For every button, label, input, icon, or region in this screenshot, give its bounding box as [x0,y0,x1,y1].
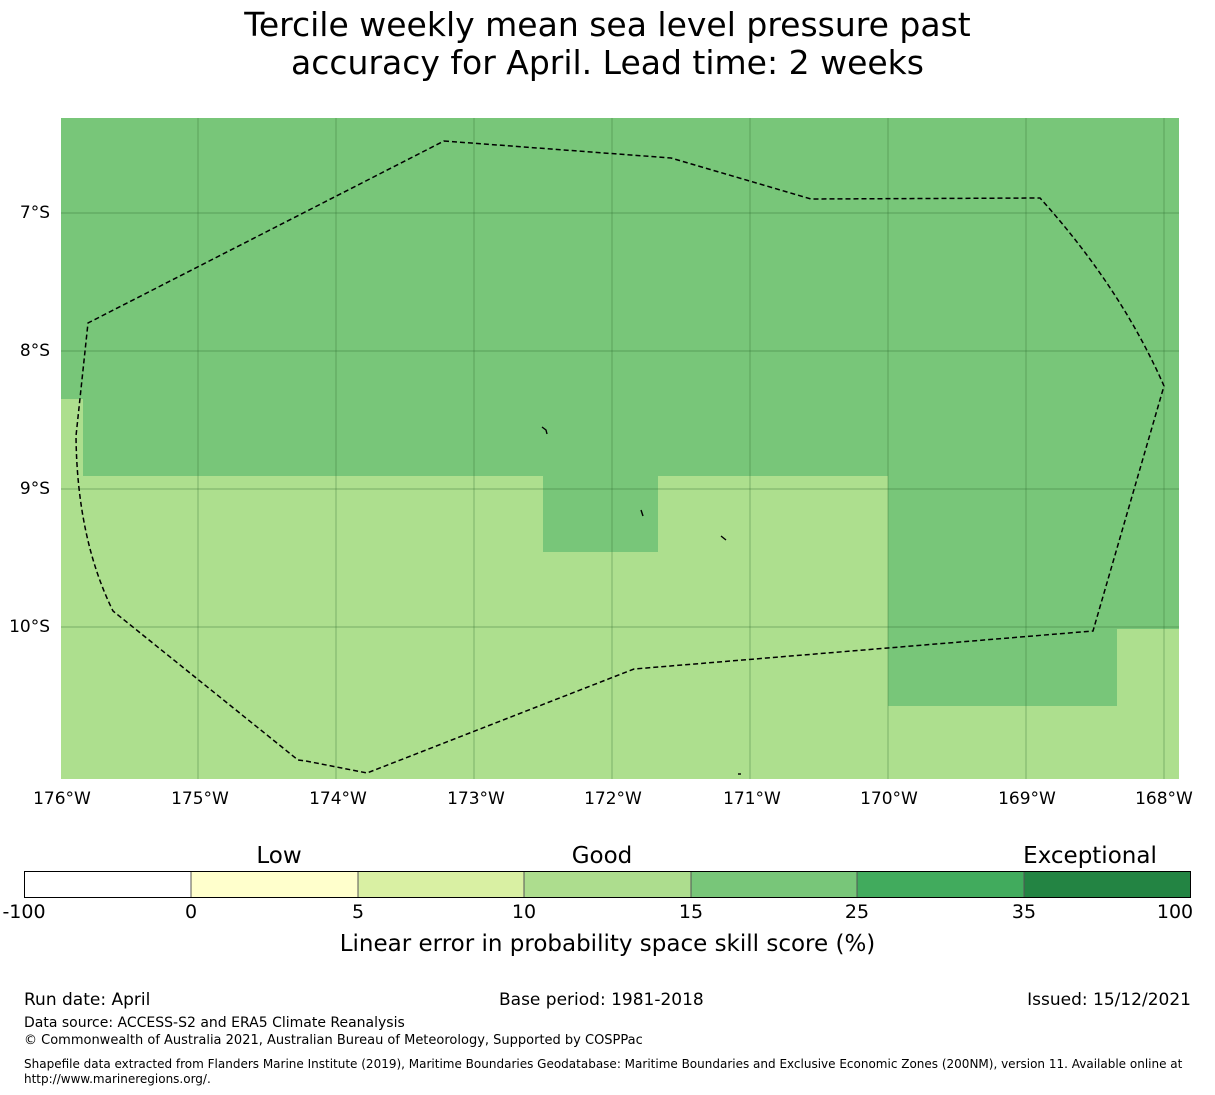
colorbar-tick-100: 100 [1156,901,1194,923]
lon-label-168w: 168°W [1135,789,1193,809]
colorbar-bin-0-5 [191,871,358,898]
shapefile-credit: Shapefile data extracted from Flanders M… [24,1057,1183,1086]
colorbar-tick-25: 25 [844,901,870,923]
colorbar-tick-neg100: -100 [2,901,46,923]
lat-label-10s: 10°S [9,617,50,637]
lon-label-172w: 172°W [584,789,642,809]
colorbar-category-low: Low [256,843,302,869]
colorbar-tick-5: 5 [351,901,365,923]
skill-map [61,118,1179,779]
colorbar-bin-5-10 [358,871,524,898]
lon-label-173w: 173°W [447,789,505,809]
lat-label-7s: 7°S [19,203,50,223]
map-gridlines [61,118,1179,779]
lat-label-8s: 8°S [19,341,50,361]
lon-label-176w: 176°W [33,789,91,809]
islands [541,426,741,775]
lon-label-175w: 175°W [171,789,229,809]
lon-label-169w: 169°W [998,789,1056,809]
colorbar-bin-10-15 [524,871,691,898]
issued-date: Issued: 15/12/2021 [1027,990,1191,1010]
lon-label-170w: 170°W [860,789,918,809]
chart-title: Tercile weekly mean sea level pressure p… [0,6,1215,82]
colorbar-category-exceptional: Exceptional [1023,843,1157,869]
title-line-1: Tercile weekly mean sea level pressure p… [244,5,971,44]
colorbar-bin-35-100 [1024,871,1191,898]
colorbar-tick-10: 10 [511,901,537,923]
eez-boundary [75,140,1165,774]
lon-label-174w: 174°W [309,789,367,809]
colorbar-bin-25-35 [857,871,1024,898]
colorbar-tick-15: 15 [678,901,704,923]
colorbar-label: Linear error in probability space skill … [339,931,876,957]
colorbar-category-good: Good [571,843,633,869]
data-source: Data source: ACCESS-S2 and ERA5 Climate … [24,1015,405,1031]
title-line-2: accuracy for April. Lead time: 2 weeks [291,43,924,82]
colorbar-bin-neg100-0 [24,871,191,898]
colorbar-tick-0: 0 [184,901,198,923]
colorbar [24,871,1191,898]
lon-label-171w: 171°W [723,789,781,809]
region-skill-15-25 [61,118,1179,706]
copyright: © Commonwealth of Australia 2021, Austra… [24,1033,643,1048]
lat-label-9s: 9°S [19,479,50,499]
colorbar-bin-15-25 [691,871,857,898]
run-date: Run date: April [24,990,151,1010]
base-period: Base period: 1981-2018 [499,990,704,1010]
colorbar-tick-35: 35 [1011,901,1037,923]
